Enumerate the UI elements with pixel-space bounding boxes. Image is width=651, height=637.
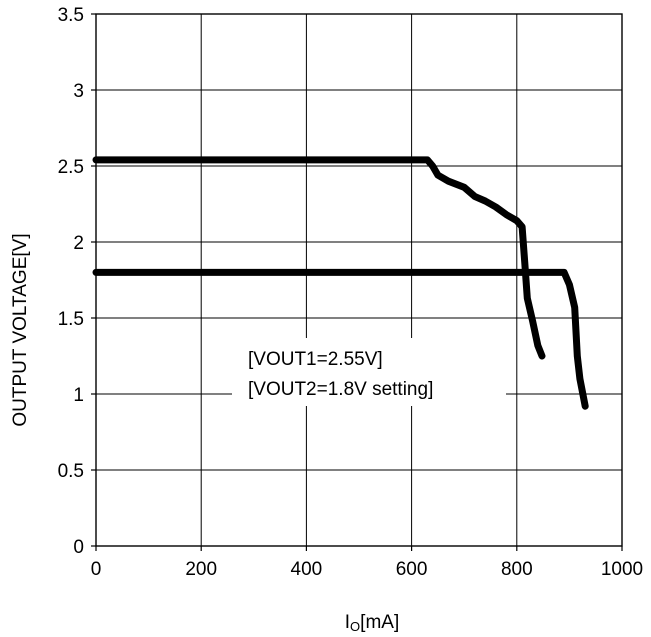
y-tick-label: 1.5	[58, 309, 84, 330]
plot-border	[95, 13, 623, 547]
x-tick-label: 0	[91, 559, 102, 580]
x-tick-label: 200	[185, 559, 217, 580]
annotation-line-vout1: [VOUT1=2.55V]	[248, 349, 383, 370]
y-tick-label: 2	[73, 233, 84, 254]
data-series	[92, 156, 589, 410]
x-axis-title-subscript: O	[350, 619, 360, 634]
legend-annotation: [VOUT1=2.55V] [VOUT2=1.8V setting]	[232, 338, 506, 406]
x-tick-label: 800	[501, 559, 533, 580]
y-axis-title: OUTPUT VOLTAGE[V]	[10, 233, 31, 426]
y-tick-label: 3.5	[58, 5, 84, 26]
annotation-background	[232, 338, 506, 406]
y-tick-label: 1	[73, 385, 84, 406]
grid-lines	[96, 14, 622, 546]
series-line-1	[92, 156, 546, 360]
series-line-2	[92, 268, 589, 410]
x-tick-label: 400	[291, 559, 323, 580]
y-tick-label: 0	[73, 537, 84, 558]
annotation-line-vout2: [VOUT2=1.8V setting]	[248, 379, 433, 400]
y-tick-label: 2.5	[58, 157, 84, 178]
tick-labels: 0 200 400 600 800 1000 0 0.5 1 1.5 2 2.5 3 3.5	[58, 5, 644, 580]
y-tick-label: 0.5	[58, 461, 84, 482]
x-tick-label: 1000	[601, 559, 643, 580]
x-axis-title: IO[mA]	[345, 612, 399, 634]
y-tick-label: 3	[73, 81, 84, 102]
x-tick-label: 600	[396, 559, 428, 580]
x-axis-title-main: I	[345, 612, 350, 633]
x-axis-title-unit: [mA]	[360, 612, 399, 633]
plot-frame	[91, 13, 623, 551]
